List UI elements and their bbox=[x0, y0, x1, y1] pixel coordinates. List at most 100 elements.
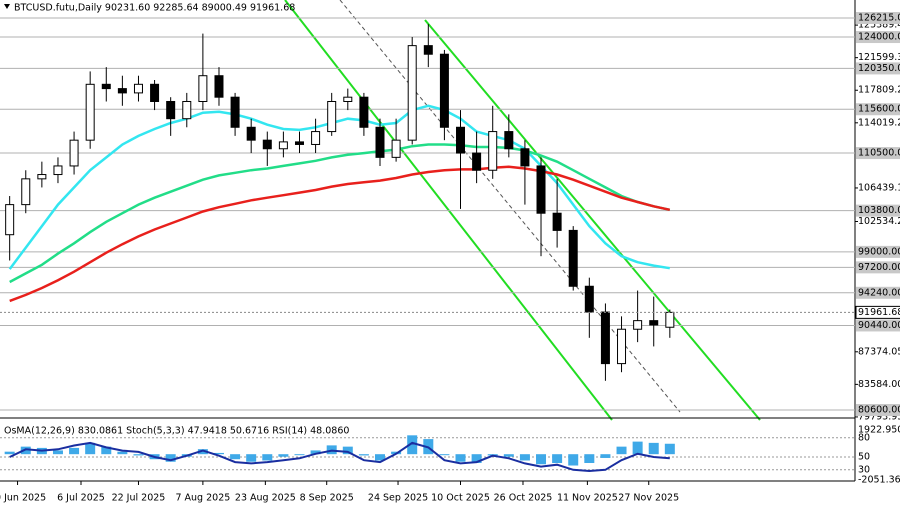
level-box bbox=[856, 319, 900, 332]
candle bbox=[133, 75, 143, 102]
osma-bar bbox=[648, 442, 659, 455]
candle-body bbox=[117, 88, 127, 94]
osma-bar bbox=[52, 450, 63, 455]
candle-body bbox=[375, 126, 385, 158]
candle-body bbox=[600, 311, 610, 365]
level-label: 90440.00 bbox=[858, 320, 900, 331]
candle-body bbox=[37, 174, 47, 180]
osma-bar bbox=[197, 449, 208, 455]
osma-bar bbox=[503, 454, 514, 457]
level-label: 110500.00 bbox=[858, 148, 900, 159]
candle-body bbox=[198, 75, 208, 102]
candle bbox=[633, 290, 643, 343]
candle bbox=[327, 92, 337, 136]
indicator-tick-label: 80 bbox=[858, 432, 870, 443]
candle bbox=[182, 92, 192, 128]
candle bbox=[311, 118, 321, 154]
candle bbox=[649, 296, 659, 347]
candle bbox=[343, 88, 353, 111]
x-tick-label: 11 Nov 2025 bbox=[557, 493, 618, 504]
osma-bar bbox=[552, 454, 563, 463]
candle-body bbox=[568, 229, 578, 287]
candle-body bbox=[294, 141, 304, 145]
candle bbox=[407, 37, 417, 145]
trend-lines bbox=[284, 0, 761, 421]
candle-body bbox=[327, 100, 337, 133]
level-label: 126215.00 bbox=[858, 13, 900, 24]
chart-title: BTCUSD.futu,Daily 90231.60 92285.64 8900… bbox=[14, 3, 295, 14]
osma-bar bbox=[568, 454, 579, 466]
x-tick-label: 7 Aug 2025 bbox=[175, 493, 230, 504]
candle-body bbox=[520, 148, 530, 167]
osma-bar bbox=[664, 443, 675, 455]
osma-bar bbox=[133, 454, 144, 456]
osma-bar bbox=[632, 441, 643, 455]
candle-body bbox=[359, 96, 369, 128]
osma-bar bbox=[278, 454, 289, 457]
candle bbox=[520, 140, 530, 205]
candle bbox=[53, 157, 63, 184]
osma-bar bbox=[616, 446, 627, 455]
candle-body bbox=[246, 126, 256, 141]
level-label: 120350.00 bbox=[858, 63, 900, 74]
candle-body bbox=[665, 311, 675, 328]
level-box bbox=[856, 147, 900, 160]
x-tick-label: 8 Sep 2025 bbox=[300, 493, 354, 504]
candle bbox=[101, 67, 111, 102]
candle-body bbox=[262, 139, 272, 150]
candle bbox=[439, 49, 449, 141]
level-label: 103800.00 bbox=[858, 205, 900, 216]
candle bbox=[504, 114, 514, 158]
price-label: 91961.68 bbox=[858, 307, 900, 318]
osma-bar bbox=[165, 454, 176, 462]
level-box bbox=[856, 204, 900, 217]
header-icon bbox=[4, 4, 10, 9]
osma-bar bbox=[262, 454, 273, 461]
level-label: 124000.00 bbox=[858, 32, 900, 43]
x-tick-label: 10 Oct 2025 bbox=[431, 493, 490, 504]
candle-body bbox=[278, 141, 288, 150]
level-box bbox=[856, 62, 900, 75]
candle-body bbox=[439, 53, 449, 128]
candle-body bbox=[633, 320, 643, 330]
candle-body bbox=[5, 204, 15, 236]
candle bbox=[472, 131, 482, 184]
candle bbox=[617, 316, 627, 373]
candle-body bbox=[343, 96, 353, 102]
channel-line bbox=[284, 0, 613, 421]
y-tick-label: 102534.20 bbox=[858, 216, 900, 227]
indicator-tick-label: -2051.3672 bbox=[858, 475, 900, 486]
candle-body bbox=[230, 96, 240, 128]
candle bbox=[456, 110, 466, 209]
candle bbox=[198, 33, 208, 111]
level-box bbox=[856, 12, 900, 25]
indicator-tick-label: 1922.9504 bbox=[858, 425, 900, 436]
candle-body bbox=[311, 131, 321, 145]
osma-bar bbox=[101, 446, 112, 455]
candle bbox=[21, 170, 31, 214]
candle-body bbox=[617, 328, 627, 365]
y-tick-label: 87374.05 bbox=[858, 346, 900, 357]
candle-body bbox=[552, 212, 562, 231]
candle bbox=[117, 75, 127, 106]
level-box bbox=[856, 103, 900, 116]
level-box bbox=[856, 31, 900, 44]
x-tick-label: 27 Nov 2025 bbox=[618, 493, 679, 504]
channel-line bbox=[424, 19, 761, 421]
y-tick-label: 83584.00 bbox=[858, 379, 900, 390]
dashed-trend bbox=[339, 0, 681, 413]
candle bbox=[214, 67, 224, 106]
y-tick-label: 117809.25 bbox=[858, 85, 900, 96]
candle bbox=[37, 161, 47, 188]
osma-bar bbox=[519, 454, 530, 461]
osma-bar bbox=[600, 454, 611, 458]
osma-bar bbox=[358, 454, 369, 456]
moving-average bbox=[9, 165, 671, 303]
osma-bar bbox=[230, 454, 241, 460]
candle-body bbox=[488, 131, 498, 171]
candle-body bbox=[166, 100, 176, 120]
candle-body bbox=[182, 100, 192, 120]
candle bbox=[5, 196, 15, 261]
